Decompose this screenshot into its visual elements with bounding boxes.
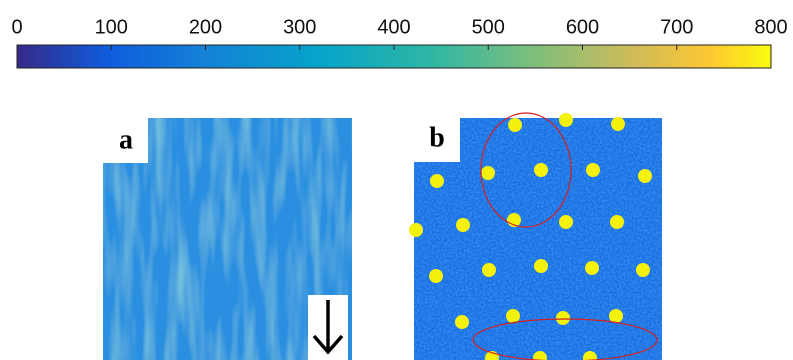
tick-label: 200	[189, 16, 222, 38]
spot	[585, 261, 599, 275]
spot	[533, 351, 547, 360]
spot	[586, 163, 600, 177]
highlight-ellipse	[472, 318, 658, 360]
spot	[559, 113, 573, 127]
spot	[456, 218, 470, 232]
spot	[506, 309, 520, 323]
spot	[429, 269, 443, 283]
spot	[636, 263, 650, 277]
tick-label: 400	[377, 16, 410, 38]
colorbar-ticks: 0 100 200 300 400 500 600 700 800	[11, 16, 788, 50]
spot	[638, 169, 652, 183]
spot	[409, 223, 423, 237]
spot	[559, 215, 573, 229]
tick-label: 100	[95, 16, 128, 38]
panel-b: b	[409, 112, 662, 360]
tick-label: 700	[660, 16, 693, 38]
tick-label: 0	[11, 16, 22, 38]
arrow	[312, 300, 344, 355]
spot	[610, 215, 624, 229]
panel-label: a	[119, 124, 133, 155]
tick-label: 800	[754, 16, 787, 38]
tick-label: 500	[472, 16, 505, 38]
spot	[534, 163, 548, 177]
highlight-ellipse	[480, 112, 572, 228]
spot	[611, 117, 625, 131]
spot	[609, 309, 623, 323]
tick-label: 300	[283, 16, 316, 38]
spot	[430, 174, 444, 188]
spot	[534, 259, 548, 273]
tick-label: 600	[566, 16, 599, 38]
panel-a: a	[103, 118, 352, 360]
spot	[481, 166, 495, 180]
spot	[583, 351, 597, 360]
panel-image	[103, 118, 352, 360]
panel-label: b	[429, 122, 445, 153]
spot	[455, 315, 469, 329]
spot	[556, 311, 570, 325]
spot	[508, 118, 522, 132]
spot	[482, 263, 496, 277]
panel-image	[414, 118, 662, 360]
